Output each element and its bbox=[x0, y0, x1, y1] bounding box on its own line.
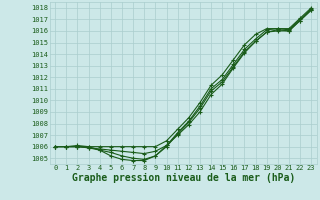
X-axis label: Graphe pression niveau de la mer (hPa): Graphe pression niveau de la mer (hPa) bbox=[72, 173, 295, 183]
